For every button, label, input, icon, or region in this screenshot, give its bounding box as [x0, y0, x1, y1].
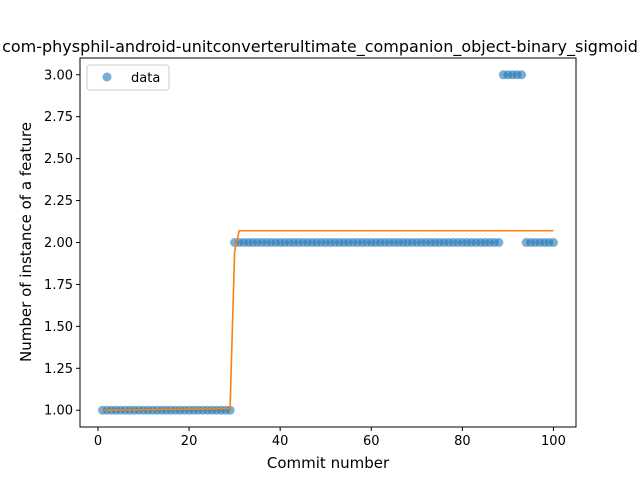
legend: data — [86, 64, 170, 91]
chart-title: com-physphil-android-unitconverterultima… — [2, 37, 638, 57]
y-tick-label: 1.75 — [44, 278, 73, 293]
x-tick-label: 100 — [541, 434, 566, 449]
legend-label-data: data — [131, 71, 160, 86]
fit-line — [102, 229, 554, 412]
x-tick-label: 40 — [272, 434, 289, 449]
axes: 0 20 40 60 80 100 1.00 1.25 1.50 1.75 2.00 2.25 2.50… — [44, 68, 566, 449]
x-tick-label: 20 — [181, 434, 198, 449]
y-tick-label: 2.25 — [44, 194, 73, 209]
legend-marker-data — [102, 72, 112, 82]
y-tick-label: 1.50 — [44, 320, 73, 335]
data-point — [548, 238, 558, 247]
legend-box — [86, 64, 170, 91]
plot-area — [98, 70, 558, 415]
data-point — [494, 238, 504, 247]
x-tick-label: 0 — [94, 434, 102, 449]
x-tick-label: 80 — [454, 434, 471, 449]
data-point — [517, 70, 527, 80]
y-tick-label: 2.50 — [44, 152, 73, 167]
x-tick-label: 60 — [363, 434, 380, 449]
y-tick-label: 2.00 — [44, 236, 73, 251]
y-tick-label: 2.75 — [44, 110, 73, 125]
x-axis-label: Commit number — [267, 454, 390, 472]
y-axis-label: Number of instance of a feature — [17, 122, 35, 362]
y-tick-label: 3.00 — [44, 68, 73, 83]
y-tick-label: 1.00 — [44, 404, 73, 419]
y-tick-label: 1.25 — [44, 362, 73, 377]
